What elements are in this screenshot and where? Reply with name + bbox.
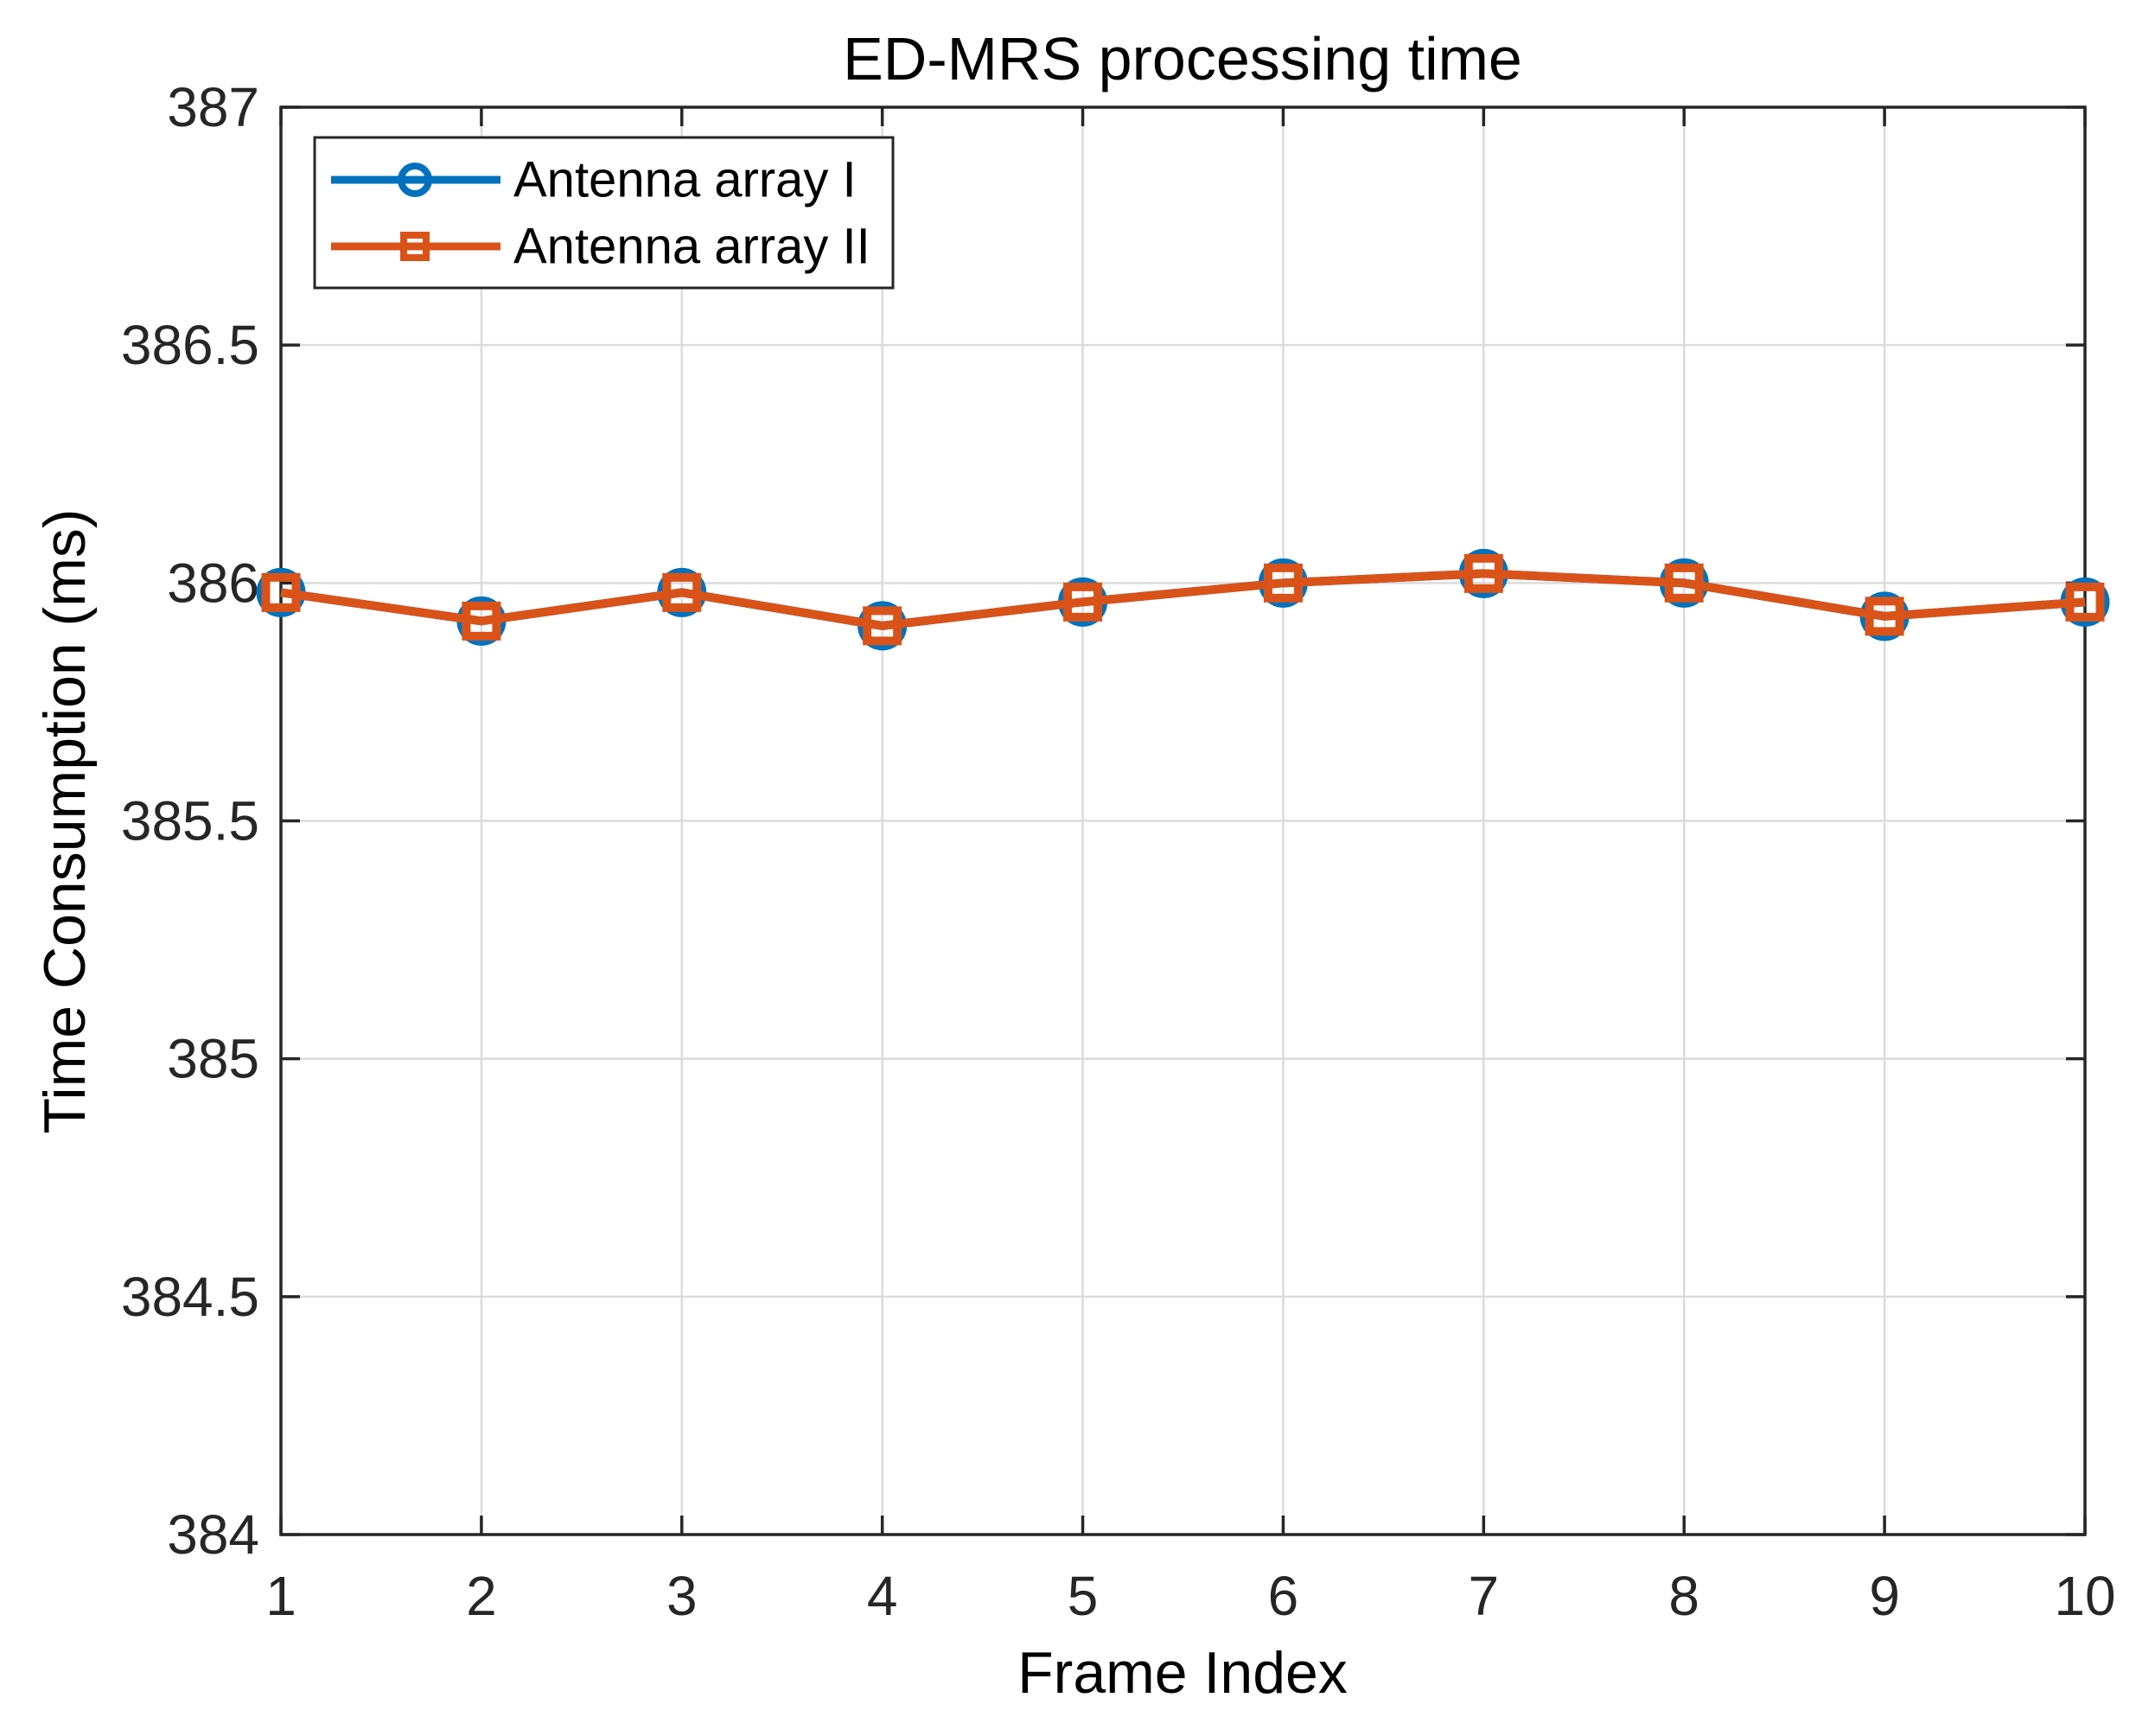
legend-box xyxy=(313,136,895,290)
x-tick-label: 4 xyxy=(867,1565,898,1627)
series-1 xyxy=(256,548,2110,651)
data-point-marker-square xyxy=(1865,597,1904,636)
y-tick-label: 384.5 xyxy=(121,1266,259,1328)
x-tick-label: 9 xyxy=(1869,1565,1900,1627)
series-2 xyxy=(261,553,2105,646)
data-point-marker-square xyxy=(1664,563,1704,603)
x-axis-label: Frame Index xyxy=(1017,1640,1348,1706)
legend-label-1: Antenna array I xyxy=(513,152,857,208)
data-point-marker-square xyxy=(662,572,702,612)
legend-square-marker-icon xyxy=(400,232,430,261)
series-line xyxy=(280,569,2086,630)
y-tick-label: 387 xyxy=(167,76,259,138)
data-point-marker-square xyxy=(1263,563,1303,603)
y-tick-label: 386.5 xyxy=(121,314,259,376)
x-tick-label: 6 xyxy=(1268,1565,1299,1627)
y-tick-label: 385 xyxy=(167,1028,259,1090)
legend-circle-marker-icon xyxy=(398,163,432,197)
x-tick-labels: 1 2 3 4 5 6 7 8 9 10 xyxy=(265,1565,2115,1627)
data-point-marker-square xyxy=(261,572,301,612)
y-axis-label: Time Consumption (ms) xyxy=(32,509,98,1134)
x-tick-label: 3 xyxy=(666,1565,698,1627)
data-point-marker-square xyxy=(1463,553,1503,593)
grid-layer xyxy=(281,107,2085,1535)
y-tick-label: 386 xyxy=(167,552,259,614)
x-tick-label: 1 xyxy=(265,1565,296,1627)
y-tick-label: 384 xyxy=(167,1503,259,1566)
series-line xyxy=(280,569,2086,630)
y-tick-label: 385.5 xyxy=(121,790,259,852)
legend: Antenna array I Antenna array II xyxy=(313,136,895,290)
data-point-marker-square xyxy=(1063,582,1103,622)
x-tick-label: 5 xyxy=(1068,1565,1099,1627)
axes-box xyxy=(279,105,2087,1536)
x-tick-label: 10 xyxy=(2054,1565,2115,1627)
x-tick-label: 7 xyxy=(1469,1565,1500,1627)
legend-label-2: Antenna array II xyxy=(513,219,870,275)
x-tick-label: 2 xyxy=(466,1565,497,1627)
y-tick-labels: 384 384.5 385 385.5 386 386.5 387 xyxy=(121,76,259,1566)
data-point-marker-square xyxy=(2065,582,2105,622)
chart-title: ED-MRS processing time xyxy=(843,25,1522,93)
data-point-marker-square xyxy=(462,601,501,641)
legend-item-antenna-array-2: Antenna array II xyxy=(331,219,870,275)
x-tick-label: 8 xyxy=(1668,1565,1699,1627)
data-point-marker-square xyxy=(863,606,902,646)
legend-item-antenna-array-1: Antenna array I xyxy=(331,152,857,208)
series-layer xyxy=(256,548,2110,651)
